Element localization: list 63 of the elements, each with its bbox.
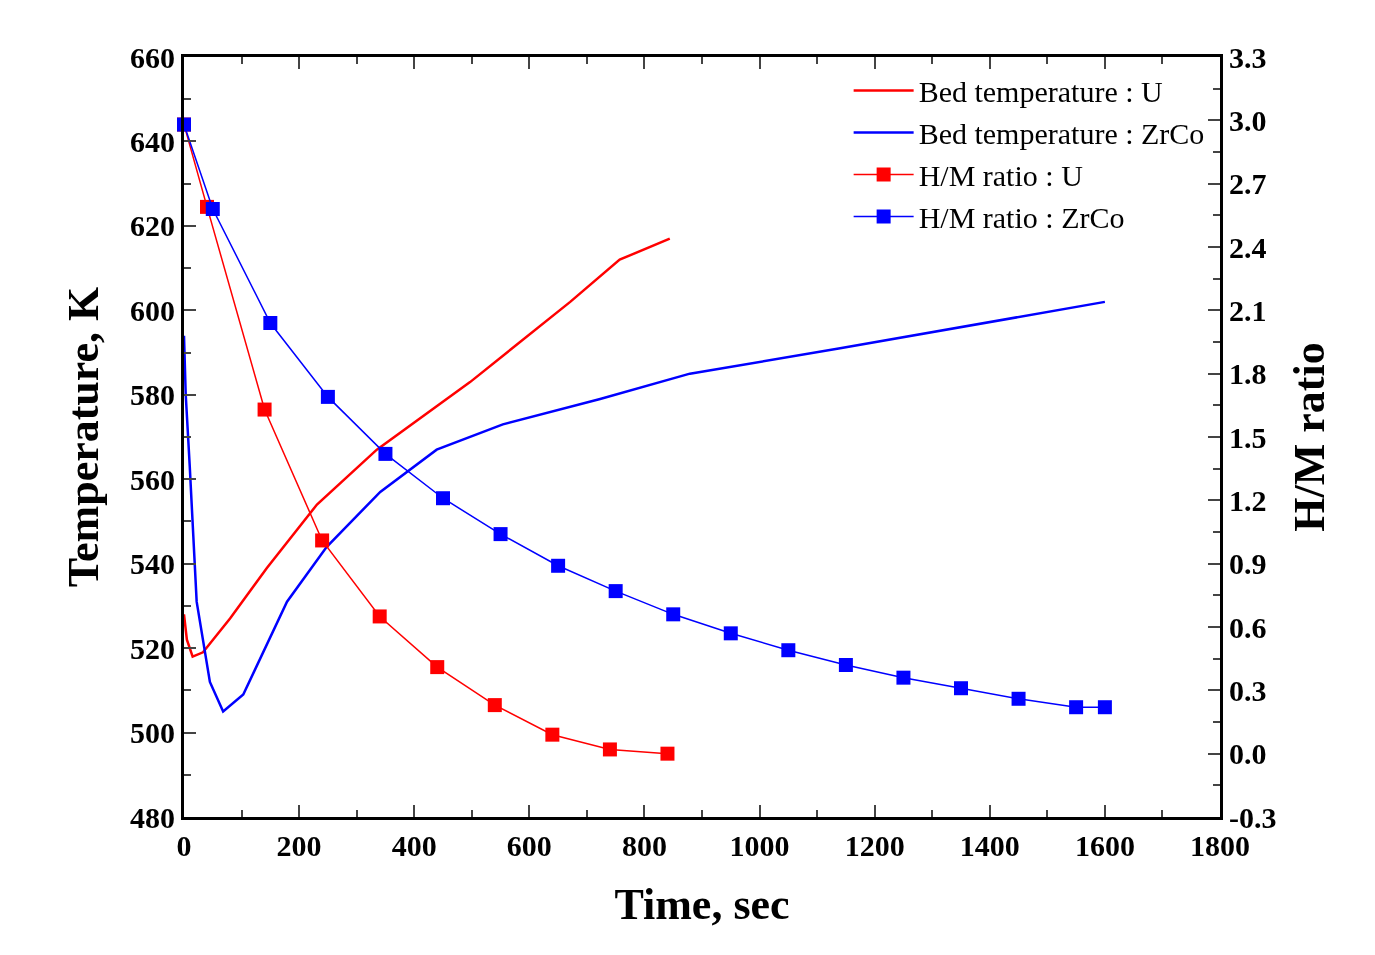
point <box>954 681 968 696</box>
y2-tick-label: 2.4 <box>1229 230 1267 264</box>
y2-tick-label: 0.6 <box>1229 610 1267 644</box>
point <box>487 698 502 713</box>
legend-label: Bed temperature : U <box>918 75 1164 109</box>
point <box>436 491 450 506</box>
point <box>315 533 330 548</box>
point <box>723 626 738 641</box>
point <box>781 643 796 658</box>
point <box>1011 691 1026 706</box>
y2-tick-label: 0.9 <box>1229 547 1267 581</box>
x-tick-label: 1000 <box>729 829 790 862</box>
y2-tick-label: 2.1 <box>1229 293 1267 327</box>
point <box>378 446 393 461</box>
y2-axis-title: H/M ratio <box>1284 342 1334 532</box>
y-tick-label: 640 <box>130 124 175 158</box>
point <box>602 742 617 757</box>
y2-tick-label: 0.3 <box>1229 673 1267 707</box>
point <box>660 746 675 761</box>
y2-tick-label: 1.5 <box>1229 420 1267 454</box>
x-axis-title: Time, sec <box>614 880 790 930</box>
x-tick-label: 1600 <box>1074 829 1135 862</box>
y-tick-label: 540 <box>130 547 175 581</box>
y2-tick-label: 3.3 <box>1229 40 1267 74</box>
x-tick-label: 0 <box>176 829 192 862</box>
y2-tick-label: 1.8 <box>1229 357 1267 391</box>
y-tick-label: 560 <box>130 462 175 496</box>
point <box>372 609 387 624</box>
y-axis-title: Temperature, K <box>59 286 109 588</box>
point <box>551 558 566 573</box>
point <box>257 402 272 417</box>
x-tick-label: 1400 <box>959 829 1020 862</box>
y-tick-label: 580 <box>130 378 175 412</box>
point <box>205 202 220 216</box>
x-tick-label: 600 <box>506 829 552 862</box>
legend-label: Bed temperature : ZrCo <box>918 117 1205 151</box>
point <box>545 727 560 742</box>
point <box>838 658 853 672</box>
y2-tick-label: 1.2 <box>1229 483 1267 517</box>
point <box>896 670 911 685</box>
y-tick-label: 520 <box>130 631 175 665</box>
y2-tick-label: 2.7 <box>1229 167 1267 201</box>
legend-label: H/M ratio : ZrCo <box>918 201 1125 235</box>
y-tick-label: 600 <box>130 293 175 327</box>
y-tick-label: 660 <box>130 40 175 74</box>
point <box>1097 700 1112 715</box>
point <box>493 527 508 542</box>
y-tick-label: 480 <box>130 800 175 834</box>
point <box>608 584 623 599</box>
point <box>666 607 681 622</box>
y-tick-label: 500 <box>130 716 175 750</box>
y-tick-label: 620 <box>130 209 175 243</box>
x-tick-label: 800 <box>621 829 667 862</box>
y2-tick-label: 3.0 <box>1229 103 1267 137</box>
legend-label: H/M ratio : U <box>918 159 1084 193</box>
point <box>430 660 445 675</box>
x-tick-label: 1200 <box>844 829 905 862</box>
point <box>1069 700 1084 715</box>
x-tick-label: 400 <box>391 829 437 862</box>
x-tick-label: 200 <box>276 829 322 862</box>
point <box>263 316 278 330</box>
point <box>320 389 335 404</box>
y2-tick-label: 0.0 <box>1229 737 1267 771</box>
